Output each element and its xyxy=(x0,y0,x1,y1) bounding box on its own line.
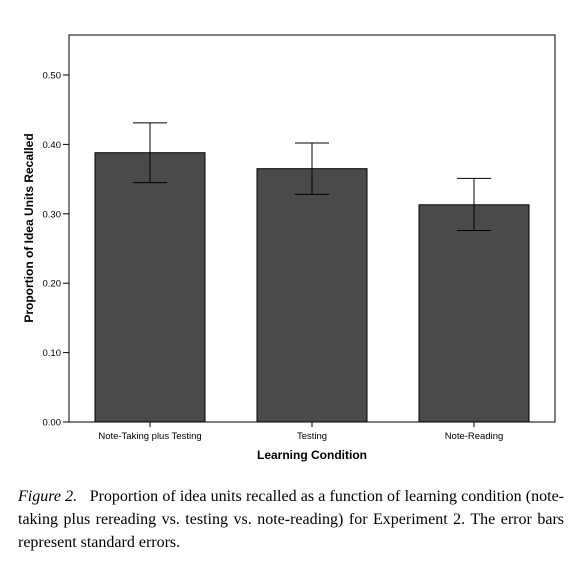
figure-caption-text: Proportion of idea units recalled as a f… xyxy=(18,488,564,551)
y-tick-label: 0.50 xyxy=(43,71,62,82)
y-tick-label: 0.40 xyxy=(43,140,62,151)
y-tick-label: 0.00 xyxy=(43,418,62,429)
x-axis: Note-Taking plus Testing Testing Note-Read… xyxy=(98,422,503,442)
y-tick-label: 0.10 xyxy=(43,348,62,359)
bar xyxy=(94,152,206,423)
x-tick-label: Note-Taking plus Testing xyxy=(98,431,201,442)
y-tick-label: 0.20 xyxy=(43,279,62,290)
figure-caption: Figure 2. Proportion of idea units recal… xyxy=(18,485,564,554)
y-axis-title: Proportion of Idea Units Recalled xyxy=(22,133,36,322)
x-tick-label: Testing xyxy=(297,431,327,442)
x-tick-label: Note-Reading xyxy=(445,431,504,442)
figure-label: Figure 2. xyxy=(18,488,78,505)
bar xyxy=(256,168,368,423)
error-bars-group xyxy=(133,122,491,231)
bar-chart: 0.00 0.10 0.20 0.30 0.40 0.50 Note-Taking plu… xyxy=(22,34,556,462)
y-axis: 0.00 0.10 0.20 0.30 0.40 0.50 xyxy=(43,71,69,429)
x-axis-title: Learning Condition xyxy=(257,448,367,462)
bar xyxy=(418,204,530,423)
y-tick-label: 0.30 xyxy=(43,209,62,220)
